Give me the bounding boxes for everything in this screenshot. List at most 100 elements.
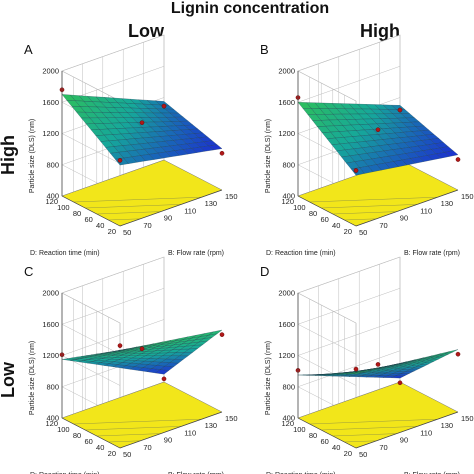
axis-edge (119, 411, 223, 449)
design-point (375, 127, 381, 133)
panel-D: 2000 1600 1200 800 400 50 70 90 110 130 150 20 40 608… (260, 256, 474, 474)
row-label-low: Low (0, 361, 18, 398)
y-axis-title: D: Reaction time (min) (30, 472, 100, 474)
y-tick-label: 40 (332, 221, 340, 230)
y-tick-label: 100 (293, 425, 306, 434)
design-point (139, 346, 145, 352)
column-label-high: High (360, 21, 400, 41)
x-tick-label: 50 (123, 228, 131, 237)
axis-edge (355, 189, 459, 227)
x-tick-label: 130 (205, 421, 218, 430)
floor-contour-line (85, 426, 182, 431)
z-tick-label: 400 (46, 192, 59, 201)
x-tick-label: 70 (379, 221, 387, 230)
x-tick-label: 150 (225, 192, 238, 201)
x-tick-label: 150 (461, 414, 474, 423)
y-tick-label: 40 (332, 443, 340, 452)
z-tick-label: 2000 (278, 289, 295, 298)
x-tick-label: 70 (143, 221, 151, 230)
y-tick-label: 40 (96, 221, 104, 230)
surface-cell (208, 329, 223, 336)
x-tick-label: 70 (143, 443, 151, 452)
axis-edge (297, 195, 357, 227)
x-tick-label: 90 (164, 436, 172, 445)
z-tick-label: 1200 (42, 351, 59, 360)
design-point (455, 351, 461, 357)
z-tick-label: 800 (46, 160, 59, 169)
z-tick-label: 1200 (278, 351, 295, 360)
floor-contour-line (108, 440, 141, 443)
y-tick-label: 20 (344, 449, 352, 458)
x-tick-label: 150 (461, 192, 474, 201)
y-tick-label: 20 (108, 227, 116, 236)
y-tick-label: 100 (57, 203, 70, 212)
column-group-title: Lignin concentration (171, 0, 329, 17)
z-tick-label: 400 (282, 192, 295, 201)
z-tick-label: 1600 (42, 98, 59, 107)
y-tick-label: 120 (281, 419, 294, 428)
design-point (455, 157, 461, 162)
design-point (117, 158, 123, 163)
x-tick-label: 90 (400, 436, 408, 445)
design-point (219, 332, 225, 337)
floor-contour-line (73, 418, 202, 425)
panel-letter: A (24, 42, 33, 57)
x-tick-label: 110 (420, 428, 432, 437)
axis-edge (355, 411, 459, 449)
z-tick-label: 1600 (42, 320, 59, 329)
panel-C: 2000 1600 1200 800 400 50 70 90 110 130 150 20 40 608… (24, 256, 238, 474)
y-tick-label: 100 (293, 203, 306, 212)
z-axis-title: Particle size (DLS) (nm) (29, 119, 36, 193)
z-tick-label: 800 (46, 382, 59, 391)
x-axis-title: B: Flow rate (rpm) (168, 250, 224, 257)
panel-letter: C (24, 264, 33, 279)
surface-cell (444, 349, 459, 354)
y-tick-label: 40 (96, 443, 104, 452)
floor-contour-line (108, 218, 141, 221)
x-tick-label: 130 (441, 421, 454, 430)
y-tick-label: 80 (309, 209, 317, 218)
x-tick-label: 110 (184, 428, 196, 437)
z-tick-label: 2000 (42, 289, 59, 298)
x-tick-label: 90 (400, 214, 408, 223)
design-point (161, 103, 167, 109)
floor-contour-line (321, 204, 418, 209)
z-tick-label: 2000 (42, 67, 59, 76)
x-tick-label: 50 (123, 450, 131, 459)
y-tick-label: 60 (320, 215, 328, 224)
surface-cell (444, 150, 459, 157)
floor-contour-line (309, 196, 438, 203)
design-point (397, 107, 403, 113)
y-axis-title: D: Reaction time (min) (30, 250, 100, 257)
y-tick-label: 80 (73, 431, 81, 440)
z-axis-title: Particle size (DLS) (nm) (29, 341, 36, 415)
floor-contour-line (344, 218, 377, 221)
x-axis-title: B: Flow rate (rpm) (404, 250, 460, 257)
z-tick-label: 1200 (278, 129, 295, 138)
z-tick-label: 2000 (278, 67, 295, 76)
z-tick-label: 1200 (42, 129, 59, 138)
z-tick-label: 1600 (278, 98, 295, 107)
design-point (397, 380, 403, 386)
design-point (375, 362, 381, 367)
floor-contour-line (96, 433, 161, 437)
y-tick-label: 120 (45, 419, 58, 428)
x-tick-label: 70 (379, 443, 387, 452)
z-axis-title: Particle size (DLS) (nm) (265, 341, 272, 415)
x-tick-label: 50 (359, 228, 367, 237)
z-axis-title: Particle size (DLS) (nm) (265, 119, 272, 193)
panels-group: 2000160012008004005070901101301502040608… (24, 34, 474, 474)
floor-contour-line (344, 440, 377, 443)
x-axis-title: B: Flow rate (rpm) (168, 472, 224, 474)
axis-edge (119, 189, 223, 227)
design-point (353, 168, 359, 173)
x-tick-label: 110 (184, 206, 196, 215)
x-tick-label: 110 (420, 206, 432, 215)
z-tick-label: 400 (282, 414, 295, 423)
y-axis-title: D: Reaction time (min) (266, 472, 336, 474)
y-tick-label: 20 (344, 227, 352, 236)
x-tick-label: 150 (225, 414, 238, 423)
design-point (161, 376, 167, 382)
y-tick-label: 100 (57, 425, 70, 434)
